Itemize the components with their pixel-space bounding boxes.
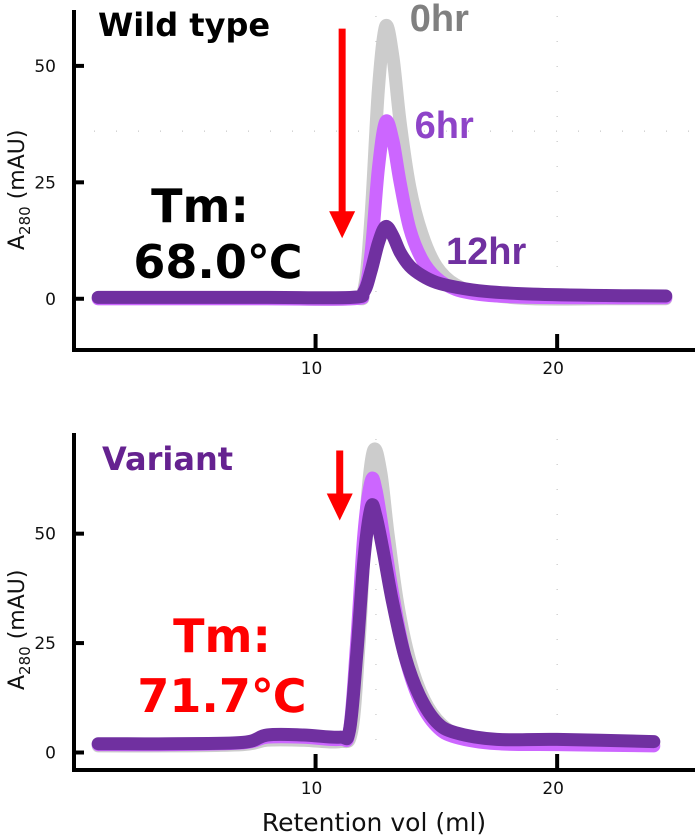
arrow-down-icon (329, 28, 356, 239)
x-tick-label: 10 (301, 359, 323, 379)
axis-ticks: 0 25 50 10 20 (34, 525, 564, 799)
y-axis-label-unit: (mAU) (5, 130, 30, 207)
panel-title: Wild type (98, 6, 270, 44)
y-axis-label: A280 (mAU) (5, 570, 34, 690)
tm-label: Tm: (173, 609, 271, 663)
arrow-down-icon (326, 450, 353, 521)
tm-value: 71.7℃ (137, 669, 306, 723)
axis-ticks: 0 25 50 10 20 (34, 57, 564, 379)
wild-type-panel: 0 25 50 10 20 Wild type Tm: 68.0℃ 0hr 6hr 12… (5, 0, 695, 379)
grid-lines (375, 439, 558, 749)
y-tick-label: 0 (45, 743, 56, 763)
variant-panel: 0 25 50 10 20 Variant Tm: 71.7℃ A280 (mAU) R… (5, 433, 695, 837)
series-layer (91, 18, 673, 306)
series-label-0hr: 0hr (410, 0, 469, 40)
y-tick-label: 25 (34, 173, 56, 193)
tm-value: 68.0℃ (133, 235, 302, 289)
x-axis-label: Retention vol (ml) (262, 808, 486, 837)
y-axis-label-main: A (5, 235, 30, 250)
x-tick-label: 20 (542, 359, 564, 379)
y-tick-label: 25 (34, 634, 56, 654)
series-label-6hr: 6hr (415, 105, 474, 147)
y-axis-label-unit: (mAU) (5, 570, 30, 647)
x-tick-label: 20 (542, 779, 564, 799)
y-axis-label: A280 (mAU) (5, 130, 34, 250)
y-axis-label-sub: 280 (16, 206, 34, 235)
series-line-12hr (91, 220, 673, 305)
y-axis-label-sub: 280 (16, 646, 34, 675)
y-tick-label: 0 (45, 290, 56, 310)
series-label-12hr: 12hr (446, 231, 526, 273)
y-tick-label: 50 (34, 525, 56, 545)
series-line-12hr (91, 498, 661, 751)
tm-label: Tm: (151, 179, 249, 233)
panel-title: Variant (102, 440, 233, 478)
arrow-head (326, 493, 353, 521)
series-layer (91, 442, 661, 753)
arrow-head (329, 211, 356, 239)
y-tick-label: 50 (34, 57, 56, 77)
x-tick-label: 10 (301, 779, 323, 799)
y-axis-label-main: A (5, 675, 30, 690)
